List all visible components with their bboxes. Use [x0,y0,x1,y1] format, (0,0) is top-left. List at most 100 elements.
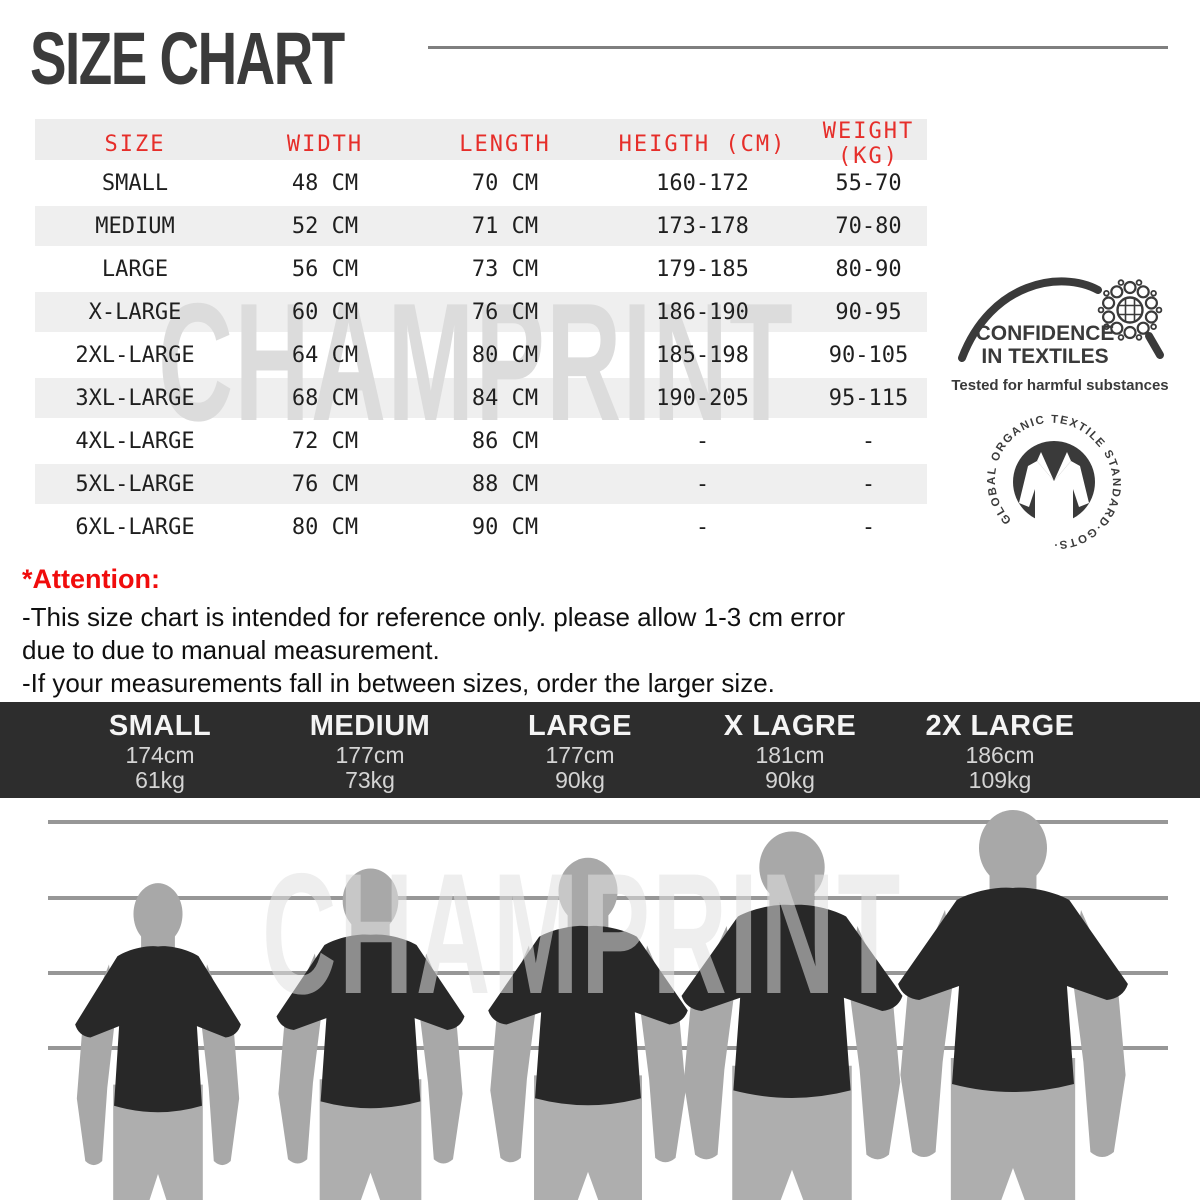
table-cell: SMALL [101,170,169,196]
gots-logo: GLOBAL ORGANIC TEXTILE STANDARD·GOTS· [986,414,1121,551]
table-cell: 90 CM [471,514,539,540]
table-cell: 86 CM [471,428,539,454]
table-cell: 88 CM [471,471,539,497]
table-cell: 64 CM [291,342,359,368]
table-row: LARGE 56 CM 73 CM 179-185 80-90 [35,249,927,289]
table-row: SMALL 48 CM 70 CM 160-172 55-70 [35,163,927,203]
lineup-figure-small [75,883,241,1200]
table-cell: 48 CM [291,170,359,196]
size-guide-column: SMALL 174cm 61kg [55,710,265,798]
table-row: 6XL-LARGE 80 CM 90 CM - - [35,507,927,547]
table-header-cell: SIZE [104,131,166,157]
table-cell: 185-198 [656,342,749,368]
page-title: SIZE CHART [30,17,345,100]
size-guide-size-label: SMALL [108,710,212,742]
lineup-watermark: CHAMPRINT [262,838,903,1030]
table-cell: 84 CM [471,385,539,411]
table-cell: 173-178 [656,213,749,239]
size-guide-height: 181cm [755,742,825,768]
table-cell: 5XL-LARGE [75,471,195,497]
table-cell: 76 CM [291,471,359,497]
table-header-cell: WEIGHT (KG) [822,119,915,169]
table-cell: 52 CM [291,213,359,239]
size-guide-height: 177cm [545,742,615,768]
table-cell: 95-115 [828,385,909,411]
size-guide-weight: 90kg [555,767,605,793]
table-cell: 80-90 [835,256,902,282]
table-cell: 190-205 [656,385,749,411]
size-guide-height: 174cm [125,742,195,768]
size-table: SIZE WIDTH LENGTH HEIGTH (CM) WEIGHT (KG) SM… [35,119,927,550]
size-guide-size-label: X LAGRE [723,710,857,742]
table-row: 4XL-LARGE 72 CM 86 CM - - [35,421,927,461]
size-guide-size-label: LARGE [528,710,632,742]
oeko-line2: IN TEXTILES [981,345,1108,368]
table-cell: 70 CM [471,170,539,196]
attention-line-1: -This size chart is intended for referen… [22,602,846,632]
table-cell: 56 CM [291,256,359,282]
size-guide-column: 2X LARGE 186cm 109kg [895,710,1105,798]
table-cell: 71 CM [471,213,539,239]
size-guide-weight: 73kg [345,767,395,793]
table-cell: - [861,471,876,497]
size-guide-height: 177cm [335,742,405,768]
table-cell: 76 CM [471,299,539,325]
table-cell: 179-185 [656,256,749,282]
table-cell: X-LARGE [88,299,182,325]
table-header-cell: WIDTH [286,131,364,157]
table-cell: - [861,514,876,540]
table-cell: 73 CM [471,256,539,282]
table-cell: 55-70 [835,170,902,196]
table-cell: LARGE [101,256,169,282]
height-line-1 [48,820,1168,824]
table-cell: MEDIUM [95,213,175,239]
size-guide-size-label: 2X LARGE [925,710,1075,742]
table-cell: 186-190 [656,299,749,325]
table-cell: 90-95 [835,299,902,325]
size-guide-column: X LAGRE 181cm 90kg [685,710,895,798]
table-cell: - [695,428,710,454]
table-cell: 4XL-LARGE [75,428,195,454]
table-cell: - [695,471,710,497]
table-cell: 80 CM [291,514,359,540]
table-header-cell: LENGTH [459,131,551,157]
oeko-arc-tail-icon [1145,332,1164,359]
size-guide-column: LARGE 177cm 90kg [475,710,685,798]
size-table-rows: SMALL 48 CM 70 CM 160-172 55-70 MEDIUM 52 CM 71… [35,163,927,547]
size-table-header-row: SIZE WIDTH LENGTH HEIGTH (CM) WEIGHT (KG) [35,119,927,169]
table-cell: 72 CM [291,428,359,454]
table-cell: 160-172 [656,170,749,196]
table-row: MEDIUM 52 CM 71 CM 173-178 70-80 [35,206,927,246]
table-cell: - [861,428,876,454]
size-guide-weight: 61kg [135,767,185,793]
oeko-arc-icon [958,277,1102,362]
table-watermark: CHAMPRINT [158,268,795,456]
table-row: 3XL-LARGE 68 CM 84 CM 190-205 95-115 [35,378,927,418]
oeko-line1: CONFIDENCE [976,322,1115,345]
table-row: X-LARGE 60 CM 76 CM 186-190 90-95 [35,292,927,332]
confidence-in-textiles-logo: CONFIDENCE IN TEXTILES Tested for harmfu… [951,277,1169,394]
table-cell: 3XL-LARGE [75,385,195,411]
title-rule [428,46,1168,49]
table-row: 5XL-LARGE 76 CM 88 CM - - [35,464,927,504]
attention-line-3: -If your measurements fall in between si… [22,668,775,698]
size-guide-band: SMALL 174cm 61kg MEDIUM 177cm 73kg LARGE 177cm 9… [0,702,1200,798]
size-guide-height: 186cm [965,742,1035,768]
table-cell: 2XL-LARGE [75,342,195,368]
table-cell: 68 CM [291,385,359,411]
attention-note: *Attention: -This size chart is intended… [22,564,845,700]
size-guide-column: MEDIUM 177cm 73kg [265,710,475,798]
size-guide-weight: 90kg [765,767,815,793]
oeko-subtitle: Tested for harmful substances [951,377,1168,394]
table-cell: - [695,514,710,540]
table-cell: 80 CM [471,342,539,368]
attention-line-2: due to due to manual measurement. [22,635,440,665]
table-header-cell: HEIGTH (CM) [618,131,787,157]
table-cell: 70-80 [835,213,902,239]
size-guide-size-label: MEDIUM [309,710,431,742]
gots-shirt-icon [1019,452,1089,524]
table-cell: 60 CM [291,299,359,325]
table-cell: 90-105 [828,342,909,368]
oeko-flower-icon [1097,279,1163,341]
